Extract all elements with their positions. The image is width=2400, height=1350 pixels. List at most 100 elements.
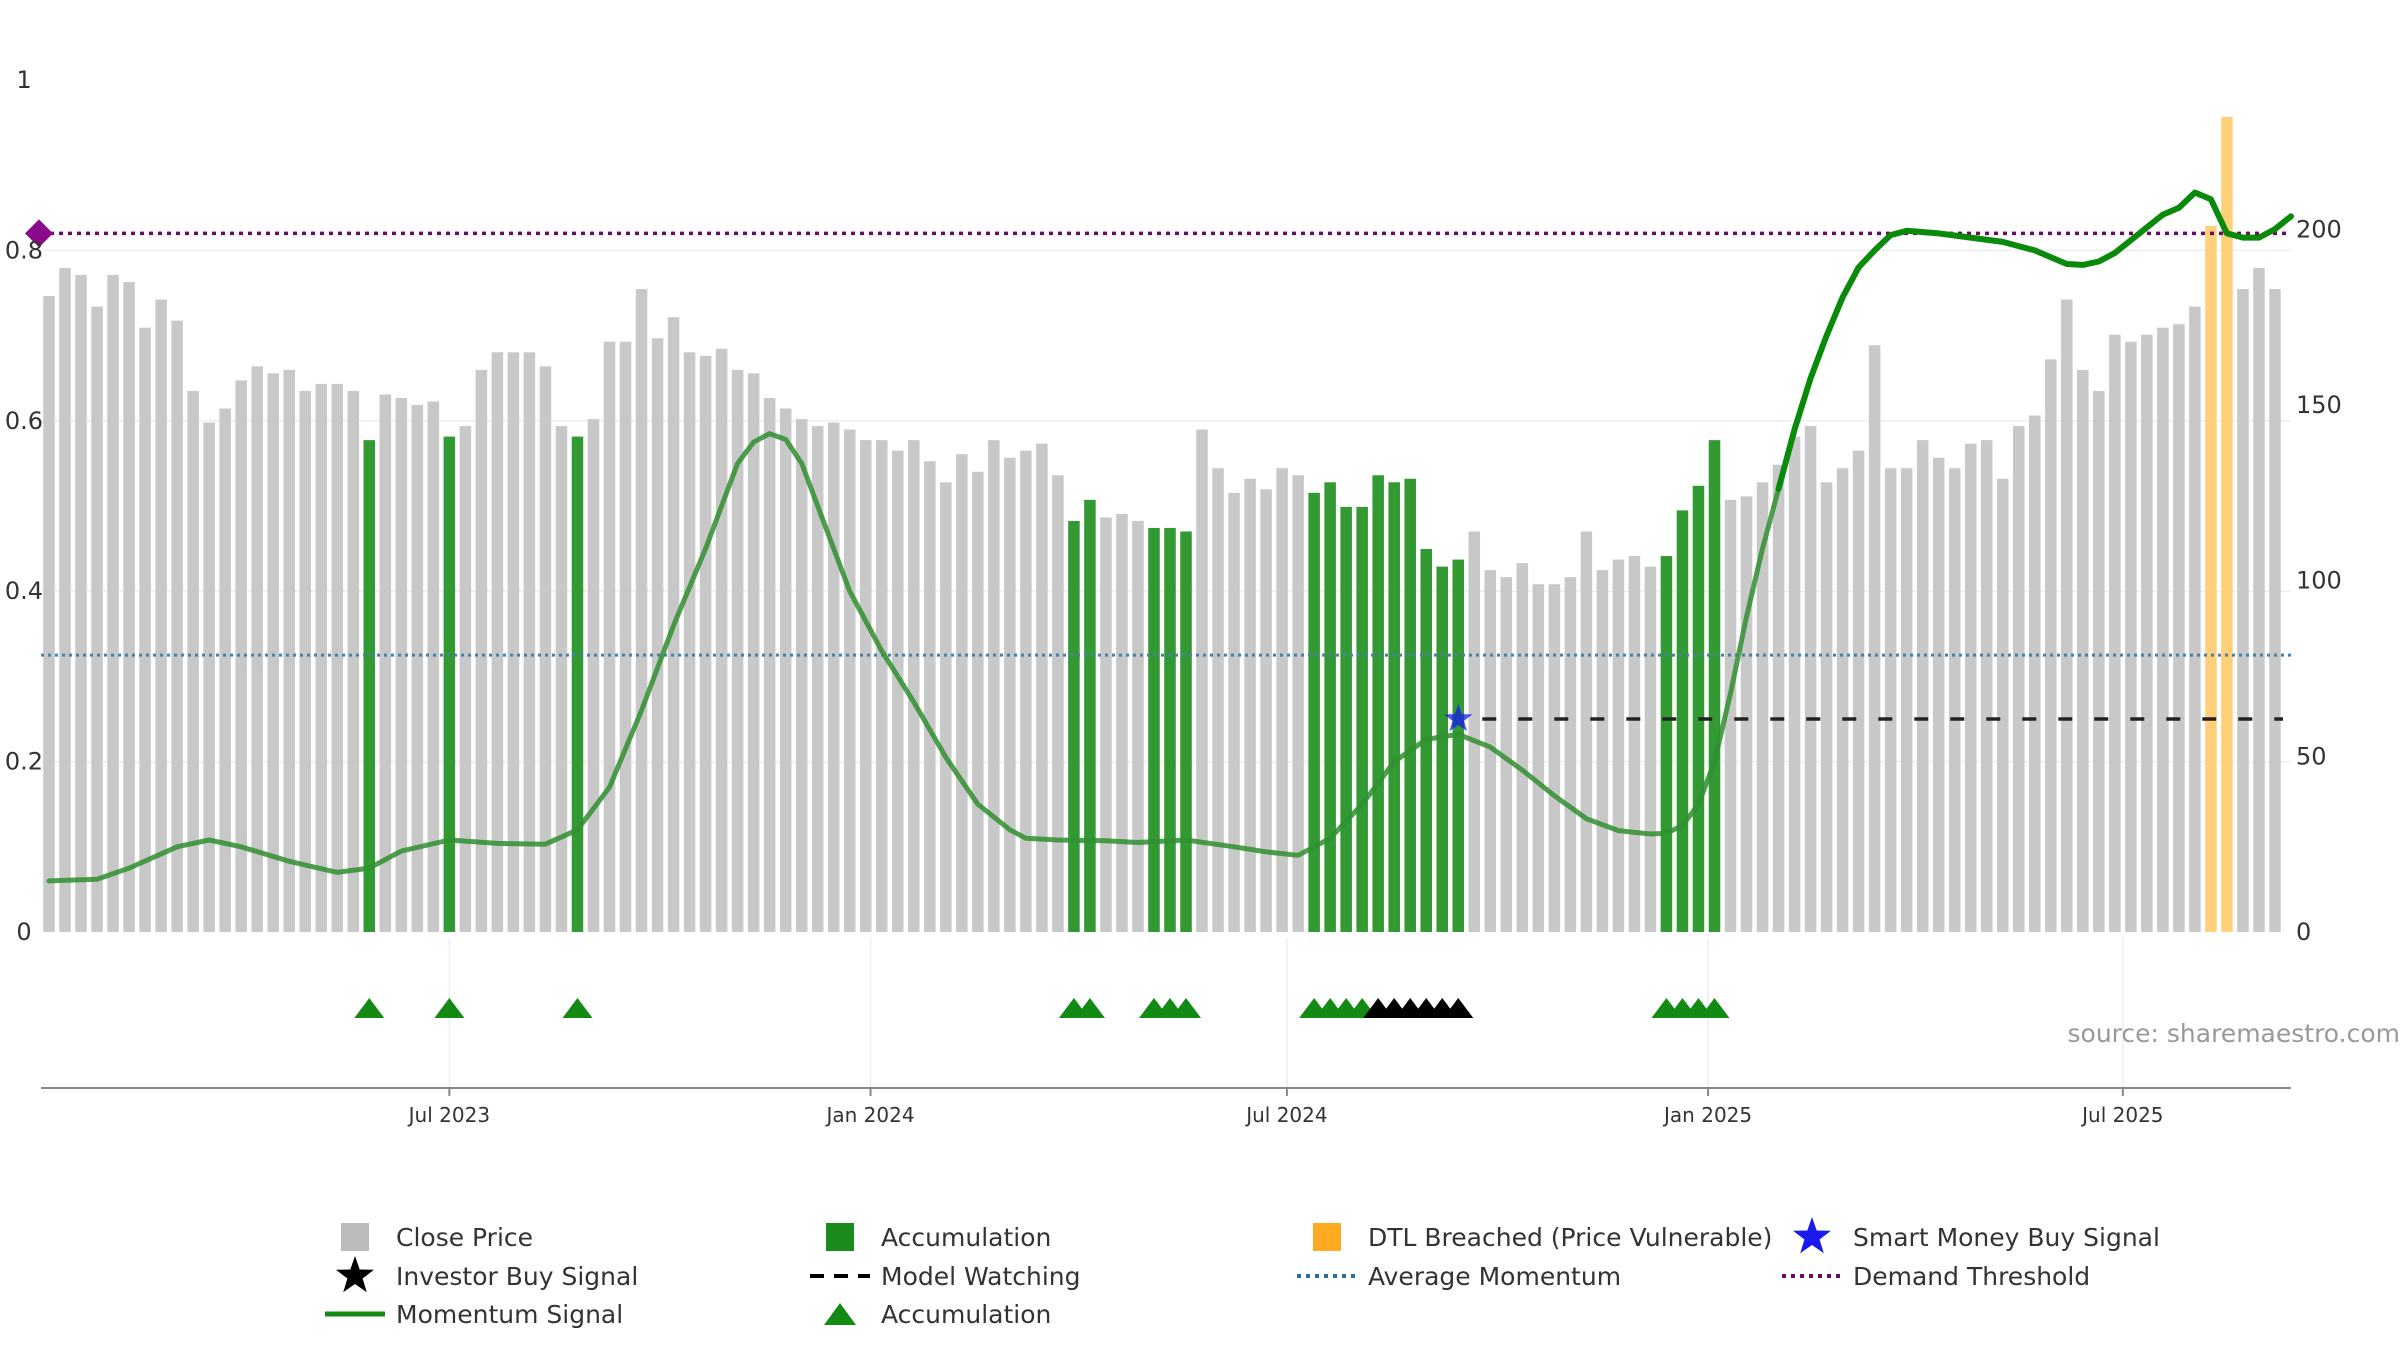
close-price-bar — [539, 366, 552, 932]
axes: 0 0.2 0.4 0.6 0.8 1 0 50 100 150 200 Jul 2023 Jan 20… — [5, 66, 2342, 1127]
close-price-bar — [91, 306, 103, 932]
investor-buy-marker — [1443, 998, 1474, 1018]
accumulation-bar — [1340, 506, 1352, 932]
close-price-bar — [988, 440, 1000, 932]
legend-item: Demand Threshold — [1782, 1262, 2090, 1291]
accumulation-bar — [1068, 520, 1080, 932]
accumulation-bar — [1164, 527, 1176, 932]
close-price-bar — [972, 471, 984, 932]
close-price-bar — [747, 373, 760, 932]
close-price-bar — [2093, 390, 2105, 932]
signal-markers — [354, 704, 1730, 1018]
close-price-bar — [1468, 531, 1481, 932]
close-price-bar — [1132, 520, 1144, 932]
dtl-breached-bar — [2205, 225, 2217, 933]
close-price-bar — [1564, 577, 1577, 932]
accumulation-bar — [1436, 566, 1449, 932]
legend-triangle-icon — [824, 1303, 856, 1325]
close-price-bar — [139, 327, 151, 933]
smart-money-buy-signal-icon — [1444, 704, 1473, 732]
legend-item: DTL Breached (Price Vulnerable) — [1313, 1223, 1772, 1252]
close-price-bar — [587, 419, 600, 932]
legend-item: Momentum Signal — [325, 1300, 623, 1329]
close-price-bar — [219, 408, 231, 933]
close-price-bar — [2012, 426, 2025, 932]
left-axis-tick-label: 0.4 — [5, 577, 43, 605]
close-price-bar — [427, 401, 440, 932]
accumulation-bar — [1388, 482, 1400, 932]
close-price-bar — [811, 426, 824, 932]
close-price-bar — [1244, 478, 1256, 932]
close-price-bar — [235, 380, 247, 932]
close-price-bar — [1868, 345, 1881, 932]
demand-threshold-marker — [25, 219, 53, 248]
accumulation-bar — [1660, 556, 1673, 932]
close-price-bar — [331, 383, 344, 932]
close-price-bar — [1484, 570, 1497, 932]
legend-label: Momentum Signal — [396, 1300, 623, 1329]
close-price-bar — [2237, 289, 2249, 932]
legend-label: Close Price — [396, 1223, 533, 1252]
momentum-signal-line — [46, 431, 1781, 884]
close-price-bar — [1724, 499, 1737, 932]
close-price-bar — [2125, 341, 2137, 933]
legend-label: Accumulation — [881, 1300, 1051, 1329]
close-price-bar — [2253, 267, 2265, 932]
close-price-bar — [411, 404, 424, 932]
close-price-bar — [1116, 513, 1128, 932]
close-price-bar — [315, 383, 328, 932]
x-axis-tick-label: Jul 2024 — [1244, 1103, 1327, 1127]
close-price-bar — [1964, 443, 1977, 932]
close-price-bar — [171, 320, 183, 932]
close-price-bar — [2109, 334, 2121, 932]
accumulation-bar — [1692, 485, 1705, 932]
accumulation-bar — [443, 436, 456, 932]
close-price-bar — [1804, 426, 1817, 932]
x-axis-tick-label: Jan 2024 — [824, 1103, 914, 1127]
close-price-bar — [940, 482, 952, 932]
close-price-bar — [908, 440, 920, 932]
close-price-bar — [2077, 369, 2089, 932]
accumulation-marker — [562, 998, 593, 1018]
legend-label: Demand Threshold — [1853, 1262, 2090, 1291]
accumulation-bar — [571, 436, 584, 932]
close-price-bar — [763, 397, 776, 932]
legend-label: Investor Buy Signal — [396, 1262, 638, 1291]
close-price-bar — [187, 390, 199, 932]
accumulation-marker — [434, 998, 465, 1018]
close-price-bar — [683, 352, 696, 932]
close-price-bar — [1644, 566, 1657, 932]
legend-label: Accumulation — [881, 1223, 1051, 1252]
left-axis-tick-label: 0.2 — [5, 748, 43, 776]
legend-square-icon — [341, 1223, 369, 1251]
accumulation-bar — [1180, 531, 1192, 932]
close-price-bar — [1996, 478, 2009, 932]
close-price-bar — [795, 419, 808, 932]
close-price-bar — [859, 440, 872, 932]
close-price-bar — [891, 450, 904, 932]
close-price-bar — [843, 429, 856, 932]
accumulation-marker — [1699, 998, 1730, 1018]
accumulation-bar — [1452, 559, 1465, 932]
legend-item: Model Watching — [810, 1262, 1081, 1291]
accumulation-bar — [1372, 475, 1384, 932]
legend-item: Investor Buy Signal — [336, 1256, 638, 1293]
legend-label: Smart Money Buy Signal — [1853, 1223, 2160, 1252]
momentum-signal-line-recent — [1775, 189, 2294, 492]
close-price-bar — [475, 369, 488, 932]
close-price-bar — [123, 282, 135, 932]
close-price-bar — [1756, 482, 1769, 932]
close-price-bar — [43, 296, 55, 932]
close-price-bar — [251, 366, 263, 932]
close-price-bar — [827, 422, 840, 932]
close-price-bar — [523, 352, 536, 932]
close-price-bar — [1052, 475, 1064, 932]
close-price-bar — [1596, 570, 1609, 932]
close-price-bar — [2141, 334, 2153, 932]
close-price-bar — [1004, 457, 1016, 932]
close-price-bar — [1852, 450, 1865, 932]
close-price-bar — [507, 352, 520, 932]
x-axis-tick-label: Jan 2025 — [1662, 1103, 1752, 1127]
close-price-bar — [1260, 489, 1272, 932]
close-price-bar — [1532, 584, 1545, 932]
